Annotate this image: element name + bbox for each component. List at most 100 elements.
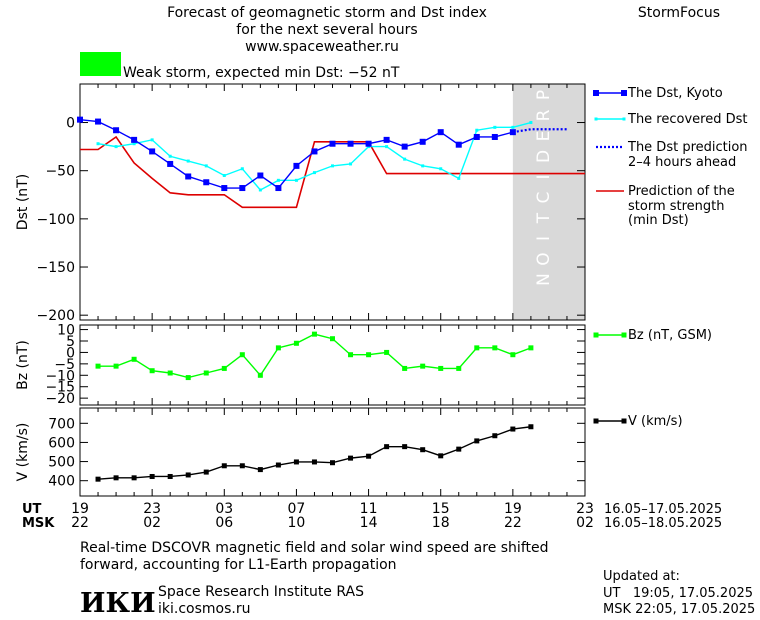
y-tick-label: −15 xyxy=(45,380,75,396)
bz-point xyxy=(149,368,155,374)
legend-text: (min Dst) xyxy=(628,213,689,228)
dst-prediction-line xyxy=(512,128,567,134)
kyoto-dst-point xyxy=(113,127,120,134)
kyoto-dst-point xyxy=(149,148,156,155)
ut-date-range: 16.05–17.05.2025 xyxy=(604,502,722,517)
legend-recovered-marker xyxy=(594,117,598,121)
bz-point xyxy=(293,340,299,346)
y-tick-label: −150 xyxy=(37,260,75,276)
brand-name: StormFocus xyxy=(638,5,720,21)
bz-point xyxy=(311,331,317,337)
y-tick-label: −100 xyxy=(37,212,75,228)
recovered-dst-point xyxy=(168,154,172,158)
recovered-dst-point xyxy=(403,157,407,161)
speed-point xyxy=(510,426,516,432)
msk-tick-label: 22 xyxy=(71,515,89,531)
legend-text: V (km/s) xyxy=(628,414,683,429)
bz-point xyxy=(330,336,335,342)
speed-point xyxy=(113,475,119,481)
recovered-dst-point xyxy=(132,142,136,146)
legend-text: The Dst, Kyoto xyxy=(627,86,723,101)
speed-point xyxy=(239,463,245,469)
bz-point xyxy=(474,345,480,351)
recovered-dst-point xyxy=(258,188,262,192)
bz-point xyxy=(384,349,390,355)
speed-point xyxy=(167,473,173,479)
ut-tick-label: 15 xyxy=(432,501,450,517)
kyoto-dst-point xyxy=(347,140,354,147)
speed-point xyxy=(420,447,426,453)
updated-label: Updated at: xyxy=(603,569,680,584)
recovered-dst-point xyxy=(529,121,533,125)
recovered-dst-point xyxy=(312,171,316,175)
speed-point xyxy=(275,462,281,468)
bz-point xyxy=(203,370,209,376)
y-tick-label: 10 xyxy=(57,323,75,339)
storm-strength-line xyxy=(80,135,585,209)
kyoto-dst-point xyxy=(455,141,462,148)
kyoto-dst-point xyxy=(491,133,498,140)
bz-point xyxy=(456,365,462,371)
kyoto-dst-point xyxy=(185,173,192,180)
speed-point xyxy=(221,463,227,469)
prediction-letter: D xyxy=(534,150,554,163)
storm-level-swatch xyxy=(80,52,121,76)
footnote-line-1: Real-time DSCOVR magnetic field and sola… xyxy=(80,540,549,556)
y-axis-label: V (km/s) xyxy=(15,423,31,482)
prediction-letter: I xyxy=(534,236,554,241)
prediction-letter: R xyxy=(534,109,554,121)
legend-v-marker xyxy=(621,418,627,424)
msk-tick-label: 14 xyxy=(360,515,378,531)
speed-point xyxy=(384,444,390,450)
bz-point xyxy=(366,352,372,358)
recovered-dst-point xyxy=(150,138,154,142)
msk-tick-label: 22 xyxy=(504,515,522,531)
y-tick-label: 0 xyxy=(66,345,75,361)
bz-point xyxy=(239,352,245,358)
legend-bz-marker xyxy=(621,332,627,338)
recovered-dst-point xyxy=(457,176,461,180)
msk-tick-label: 06 xyxy=(215,515,233,531)
v-panel: 400 500 600 700 V (km/s) xyxy=(15,407,586,497)
y-tick-label: 0 xyxy=(66,116,75,132)
bz-line xyxy=(98,333,532,379)
recovered-dst-point xyxy=(331,164,334,168)
bz-point xyxy=(492,345,498,351)
msk-tick-label: 10 xyxy=(288,515,306,531)
updated-ut: UT 19:05, 17.05.2025 xyxy=(603,586,753,601)
kyoto-dst-point xyxy=(275,185,282,192)
recovered-dst-point xyxy=(294,178,298,182)
recovered-dst-point xyxy=(222,174,226,178)
legend-text: Prediction of the xyxy=(628,184,735,199)
ut-tick-label: 11 xyxy=(360,501,378,517)
legend-text: The Dst prediction xyxy=(627,140,748,155)
y-tick-label: −5 xyxy=(54,357,75,373)
speed-point xyxy=(131,475,137,481)
y-tick-label: −10 xyxy=(45,368,75,384)
bz-point xyxy=(131,356,137,362)
speed-point xyxy=(185,472,191,478)
bz-point xyxy=(113,363,119,369)
storm-level-text: Weak storm, expected min Dst: −52 nT xyxy=(123,65,400,81)
ut-tick-label: 23 xyxy=(143,501,161,517)
bz-point xyxy=(185,375,191,381)
legend-bz-marker xyxy=(593,332,599,338)
kyoto-dst-point xyxy=(383,136,390,143)
panel-frame xyxy=(79,407,586,497)
speed-point xyxy=(348,455,354,461)
kyoto-dst-point xyxy=(95,118,102,125)
speed-point xyxy=(293,459,299,465)
panel-frame xyxy=(79,83,586,321)
speed-point xyxy=(456,446,462,452)
bz-point xyxy=(438,365,444,371)
x-axis-labels: UT MSK 16.05–17.05.2025 16.05–18.05.2025… xyxy=(22,501,722,531)
bz-point xyxy=(167,370,173,376)
recovered-dst-point xyxy=(114,145,118,149)
prediction-letter: N xyxy=(534,273,554,286)
prediction-letter: O xyxy=(534,252,554,265)
speed-point xyxy=(149,473,155,479)
speed-point xyxy=(528,424,534,430)
recovered-dst-point xyxy=(511,125,515,129)
bz-point xyxy=(348,352,354,358)
